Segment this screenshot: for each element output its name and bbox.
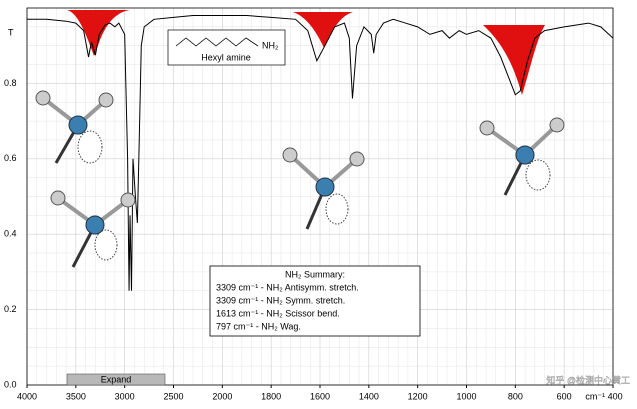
x-tick-label: 2500 xyxy=(163,391,183,401)
button-label[interactable]: Expand xyxy=(101,374,132,384)
summary-frame xyxy=(209,265,421,337)
summary-box: NH₂ Summary: 3309 cm⁻¹ - NH₂ Antisymm. s… xyxy=(209,265,421,337)
y-tick-label: 0.8 xyxy=(4,78,17,88)
watermark: 知乎 @检测中心黄工 xyxy=(546,374,630,385)
band-highlight xyxy=(483,25,545,95)
x-tick-label: 4000 xyxy=(17,391,37,401)
y-tick-label: 0.0 xyxy=(4,379,17,389)
button-face[interactable] xyxy=(66,373,166,386)
y-axis-label: T xyxy=(8,27,14,37)
x-tick-label: cm⁻¹ 400 xyxy=(585,391,622,401)
summary-line: 3309 cm⁻¹ - NH₂ Antisymm. stretch. xyxy=(216,282,359,292)
x-tick-label: 1000 xyxy=(456,391,476,401)
x-tick-label: 1200 xyxy=(408,391,428,401)
molecule xyxy=(479,117,565,196)
x-tick-label: 2000 xyxy=(212,391,232,401)
spectrum-line xyxy=(27,15,614,291)
plot-frame xyxy=(26,7,614,386)
summary-line: 1613 cm⁻¹ - NH₂ Scissor bend. xyxy=(216,308,340,318)
x-tick-label: 3500 xyxy=(66,391,86,401)
inset-box xyxy=(167,29,286,66)
summary-title: NH₂ Summary: xyxy=(285,269,345,279)
x-tick-label: 3000 xyxy=(115,391,135,401)
x-tick-label: 600 xyxy=(557,391,572,401)
expand-button[interactable]: Expand xyxy=(66,373,166,386)
y-tick-label: 0.2 xyxy=(4,304,17,314)
zigzag xyxy=(175,37,259,47)
band-highlight xyxy=(293,12,353,48)
y-tick-label: 0.4 xyxy=(4,229,17,239)
band-highlight xyxy=(67,10,130,56)
molecule xyxy=(35,90,114,164)
summary-line: 3309 cm⁻¹ - NH₂ Symm. stretch. xyxy=(216,295,345,305)
structure-group: NH₂ xyxy=(262,40,279,50)
x-tick-label: 1400 xyxy=(359,391,379,401)
structure-inset: NH₂ Hexyl amine xyxy=(167,29,286,66)
plot xyxy=(27,15,614,291)
x-tick-label: 800 xyxy=(508,391,523,401)
x-tick-label: 1800 xyxy=(261,391,281,401)
molecule xyxy=(50,190,136,268)
molecule xyxy=(282,147,365,230)
summary-line: 797 cm⁻¹ - NH₂ Wag. xyxy=(216,321,301,331)
structure-name: Hexyl amine xyxy=(201,52,251,62)
x-tick-label: 1600 xyxy=(310,391,330,401)
y-tick-label: 0.6 xyxy=(4,153,17,163)
